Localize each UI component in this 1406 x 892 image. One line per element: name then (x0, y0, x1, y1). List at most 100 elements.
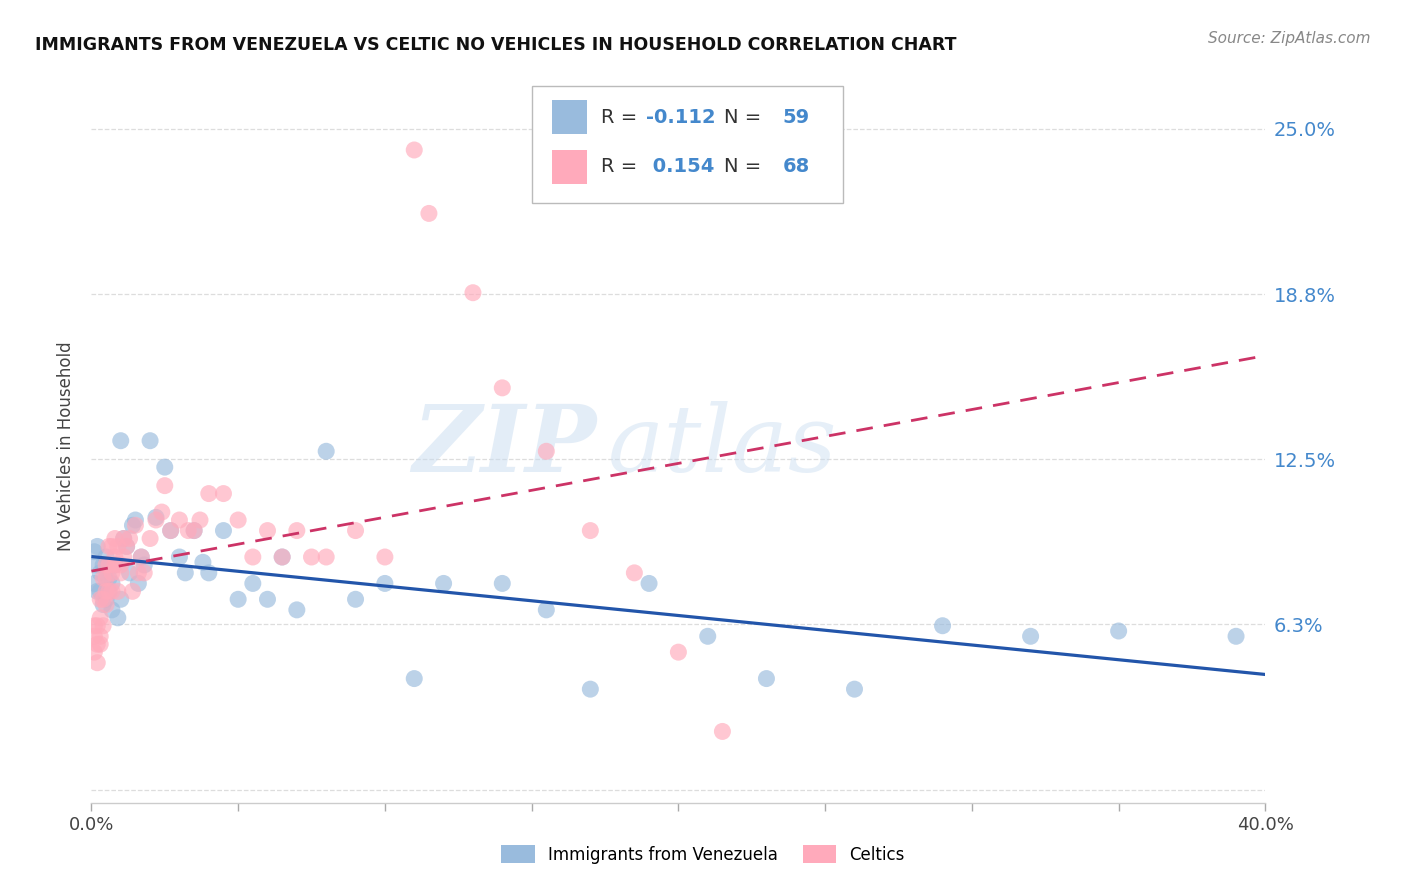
Point (107, 584, 129, 599)
Text: 68: 68 (783, 158, 810, 177)
Point (91, 571, 114, 585)
Point (139, 434, 162, 448)
Point (118, 532, 141, 546)
Point (150, 505, 173, 519)
Point (129, 549, 152, 564)
Point (89, 637, 111, 651)
Point (177, 524, 200, 538)
Point (94, 558, 117, 572)
Point (931, 618, 953, 632)
Point (134, 558, 156, 572)
Point (91, 592, 114, 607)
Point (212, 486, 235, 500)
Point (226, 592, 249, 607)
Point (696, 629, 718, 643)
Point (183, 524, 205, 538)
Point (91, 558, 114, 572)
Point (89, 584, 111, 599)
Point (536, 444, 558, 458)
Text: -0.112: -0.112 (645, 108, 716, 127)
Point (94, 571, 117, 585)
Point (844, 682, 866, 697)
Point (491, 576, 513, 591)
Text: N =: N = (724, 158, 762, 177)
Point (638, 576, 661, 591)
Point (1108, 624, 1130, 638)
Point (107, 611, 129, 625)
Point (121, 518, 143, 533)
Point (104, 549, 127, 564)
Point (315, 549, 337, 564)
Point (104, 532, 127, 546)
Point (153, 460, 176, 475)
Point (98, 558, 121, 572)
Point (711, 724, 734, 739)
Text: atlas: atlas (607, 401, 838, 491)
Point (101, 566, 124, 580)
Point (94, 549, 117, 564)
Point (83, 576, 105, 591)
Point (83, 629, 105, 643)
Point (107, 540, 129, 554)
Point (98, 584, 121, 599)
Point (129, 549, 152, 564)
Point (112, 532, 135, 546)
Point (94, 571, 117, 585)
Point (94, 598, 117, 612)
Point (461, 285, 484, 300)
Text: IMMIGRANTS FROM VENEZUELA VS CELTIC NO VEHICLES IN HOUSEHOLD CORRELATION CHART: IMMIGRANTS FROM VENEZUELA VS CELTIC NO V… (35, 36, 956, 54)
Point (623, 566, 645, 580)
Text: 59: 59 (783, 108, 810, 127)
Point (256, 524, 278, 538)
Point (197, 566, 219, 580)
Point (579, 682, 602, 697)
Point (418, 206, 440, 220)
Point (101, 540, 124, 554)
Point (191, 555, 214, 569)
Point (374, 549, 396, 564)
Point (86, 656, 108, 670)
Point (579, 524, 602, 538)
Point (83, 545, 105, 559)
Point (256, 592, 278, 607)
Point (86, 558, 108, 572)
Point (101, 603, 124, 617)
Point (112, 532, 135, 546)
Point (91, 618, 114, 632)
Point (344, 592, 367, 607)
Point (432, 576, 454, 591)
Point (666, 645, 689, 659)
Point (159, 524, 181, 538)
Point (153, 478, 176, 492)
Point (121, 584, 143, 599)
Point (285, 603, 308, 617)
Point (110, 566, 132, 580)
Point (404, 672, 426, 686)
Text: N =: N = (724, 108, 762, 127)
Point (83, 618, 105, 632)
Point (110, 434, 132, 448)
Text: R =: R = (600, 108, 644, 127)
Point (536, 603, 558, 617)
Point (86, 637, 108, 651)
Point (89, 629, 111, 643)
Point (89, 566, 111, 580)
Point (404, 143, 426, 157)
Point (134, 566, 156, 580)
Text: 0.154: 0.154 (645, 158, 714, 177)
Point (197, 486, 219, 500)
Point (104, 558, 127, 572)
Point (188, 513, 211, 527)
Point (271, 549, 294, 564)
Text: ZIP: ZIP (412, 401, 596, 491)
Point (124, 518, 146, 533)
Point (98, 584, 121, 599)
Point (83, 645, 105, 659)
Point (91, 598, 114, 612)
Point (101, 584, 124, 599)
Point (1019, 629, 1042, 643)
Point (101, 576, 124, 591)
Point (226, 513, 249, 527)
Point (145, 510, 167, 524)
Point (98, 540, 121, 554)
